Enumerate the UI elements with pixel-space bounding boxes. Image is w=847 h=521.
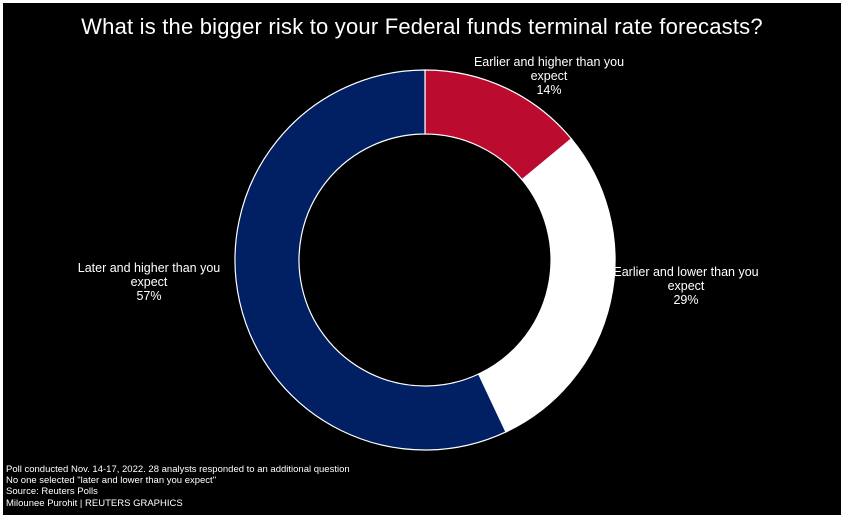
donut-chart: Earlier and higher than you expect 14%Earl… xyxy=(78,55,759,451)
slice-label-later-higher: Later and higher than you expect 57% xyxy=(78,261,221,303)
slice-label-line: expect xyxy=(131,275,168,289)
slice-value-earlier-higher: 14% xyxy=(536,83,561,97)
slice-label-line: Earlier and lower than you xyxy=(613,265,758,279)
slice-label-earlier-lower: Earlier and lower than you expect 29% xyxy=(613,265,758,307)
labels-group: Earlier and higher than you expect 14%Earl… xyxy=(78,55,759,307)
slice-label-earlier-higher: Earlier and higher than you expect 14% xyxy=(474,55,624,97)
chart-frame: What is the bigger risk to your Federal … xyxy=(3,3,841,515)
chart-title: What is the bigger risk to your Federal … xyxy=(81,14,763,39)
footnote-poll: Poll conducted Nov. 14-17, 2022. 28 anal… xyxy=(6,464,350,475)
slice-later-higher xyxy=(234,69,507,451)
footnote-note: No one selected "later and lower than yo… xyxy=(6,475,217,487)
slice-earlier-lower xyxy=(477,138,616,433)
slice-label-line: Earlier and higher than you xyxy=(474,55,624,69)
slice-label-line: expect xyxy=(668,279,705,293)
slices-group xyxy=(234,69,616,451)
footnote-credit: Milounee Purohit | REUTERS GRAPHICS xyxy=(6,497,183,509)
footnotes: Poll conducted Nov. 14-17, 2022. 28 anal… xyxy=(6,464,350,509)
slice-label-line: Later and higher than you xyxy=(78,261,221,275)
footnote-source: Source: Reuters Polls xyxy=(6,486,98,498)
slice-label-line: expect xyxy=(531,69,568,83)
slice-value-earlier-lower: 29% xyxy=(673,293,698,307)
slice-value-later-higher: 57% xyxy=(136,289,161,303)
